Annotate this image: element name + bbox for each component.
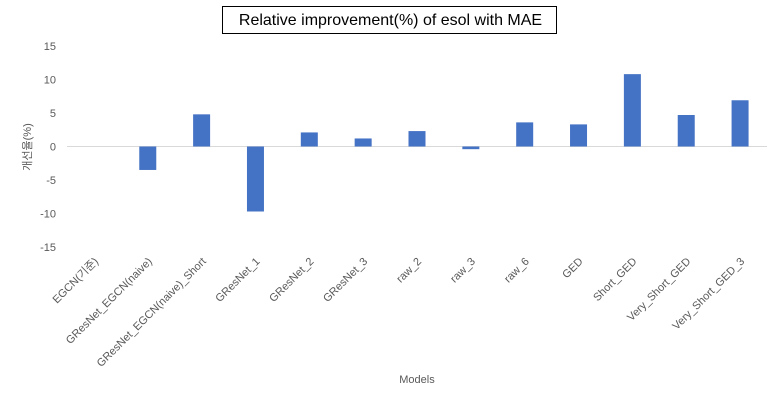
y-tick-label: -15 bbox=[40, 242, 56, 254]
x-tick-label: raw_3 bbox=[448, 256, 478, 286]
x-tick-label: raw_2 bbox=[394, 256, 424, 286]
x-axis-tick-labels: EGCN(기준)GResNet_EGCN(naive)GResNet_EGCN(… bbox=[50, 255, 747, 370]
y-tick-label: 10 bbox=[44, 75, 56, 87]
bar bbox=[731, 100, 749, 147]
bar bbox=[193, 114, 211, 147]
x-tick-label: GResNet_EGCN(naive) bbox=[64, 256, 155, 347]
bar bbox=[677, 115, 695, 147]
chart-title-box: Relative improvement(%) of esol with MAE bbox=[222, 6, 557, 34]
x-tick-label: EGCN(기준) bbox=[50, 255, 101, 306]
x-tick-label: GResNet_1 bbox=[213, 256, 262, 305]
chart-title: Relative improvement(%) of esol with MAE bbox=[238, 12, 543, 29]
x-tick-label: Short_GED bbox=[591, 256, 639, 304]
bar bbox=[408, 131, 426, 147]
x-tick-label: raw_6 bbox=[502, 256, 532, 286]
y-tick-label: 15 bbox=[44, 41, 56, 53]
x-tick-label: GResNet_3 bbox=[321, 256, 370, 305]
bar bbox=[516, 122, 534, 147]
bar bbox=[462, 146, 480, 150]
y-tick-label: -5 bbox=[46, 175, 56, 187]
y-axis-label: 개선율(%) bbox=[21, 123, 34, 170]
bar bbox=[623, 74, 641, 147]
x-tick-label: GED bbox=[560, 256, 585, 281]
bar bbox=[139, 146, 157, 170]
y-tick-label: 5 bbox=[50, 108, 56, 120]
bar bbox=[570, 124, 588, 147]
x-tick-label: GResNet_EGCN(naive)_Short bbox=[95, 256, 209, 370]
x-axis-label: Models bbox=[399, 374, 435, 386]
x-tick-label: GResNet_2 bbox=[267, 256, 316, 305]
bars bbox=[139, 74, 749, 212]
bar bbox=[354, 138, 372, 147]
bar bbox=[246, 146, 264, 212]
y-tick-label: 0 bbox=[50, 142, 56, 154]
y-axis-ticks: 15 10 5 0 -5 -10 -15 bbox=[40, 41, 56, 254]
bar bbox=[300, 132, 318, 147]
y-tick-label: -10 bbox=[40, 209, 56, 221]
